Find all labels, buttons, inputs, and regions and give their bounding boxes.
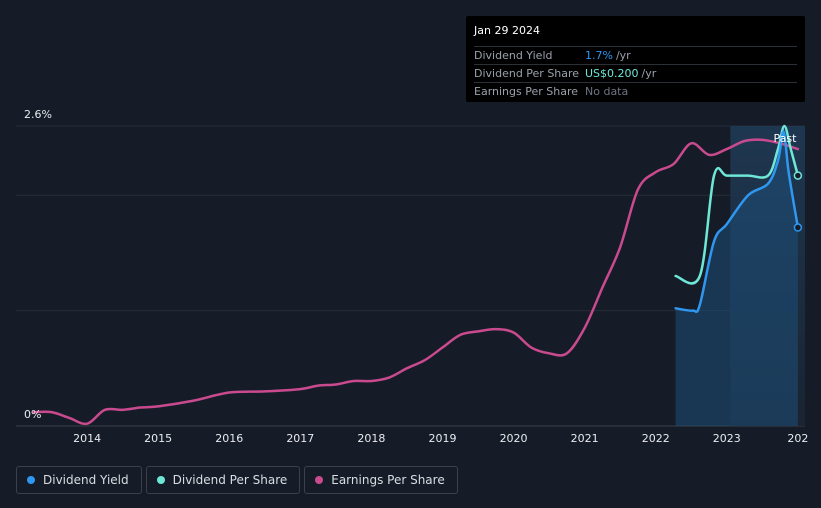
series-line-earnings-per-share (32, 138, 800, 426)
y-tick-label: 0% (24, 408, 41, 421)
tooltip-label: Dividend Yield (474, 49, 553, 62)
x-tick-label: 2020 (500, 432, 528, 445)
tooltip-row-dividend-per-share: Dividend Per Share US$0.200 /yr (474, 64, 797, 82)
legend-label: Dividend Yield (43, 473, 129, 487)
x-tick-label: 2018 (357, 432, 385, 445)
x-tick-label: 2022 (642, 432, 670, 445)
x-tick-label: 2014 (73, 432, 101, 445)
series-line-dividend-per-share (674, 124, 800, 285)
legend-dot-icon (315, 476, 324, 484)
chart-area-layer (675, 126, 805, 427)
tooltip-date: Jan 29 2024 (474, 24, 540, 37)
tooltip-value: US$0.200 (585, 67, 639, 80)
end-marker-dividend-yield (793, 223, 803, 232)
tooltip-row-dividend-yield: Dividend Yield 1.7% /yr (474, 46, 797, 64)
legend-item-dividend-per-share[interactable]: Dividend Per Share (145, 466, 301, 494)
legend-item-dividend-yield[interactable]: Dividend Yield (16, 466, 142, 494)
tooltip-row-earnings-per-share: Earnings Per Share No data (474, 82, 797, 100)
x-tick-label: 2019 (428, 432, 456, 445)
legend-dot-icon (27, 476, 35, 484)
chart-lines-layer (32, 124, 803, 426)
x-tick-label: 202 (787, 432, 808, 445)
end-marker-dividend-per-share (793, 171, 803, 180)
x-tick-label: 2023 (713, 432, 741, 445)
past-label: Past (774, 132, 798, 145)
tooltip-unit: /yr (641, 67, 657, 80)
x-tick-label: 2021 (571, 432, 599, 445)
legend-dot-icon (156, 476, 165, 484)
y-tick-label: 2.6% (24, 108, 52, 121)
legend-label: Dividend Per Share (172, 473, 288, 487)
chart-grid (16, 125, 805, 427)
series-line-dividend-yield (674, 130, 800, 314)
legend-label: Earnings Per Share (331, 473, 445, 487)
tooltip-label: Earnings Per Share (474, 85, 579, 98)
chart-axis-layer: 2.6% 0% 2014 2015 2016 2017 2018 2019 2020 2021 20… (24, 108, 808, 445)
chart-legend: Dividend Yield Dividend Per Share Earnin… (16, 466, 458, 494)
x-tick-label: 2017 (286, 432, 314, 445)
tooltip-unit: /yr (615, 49, 631, 62)
dividend-yield-area (675, 131, 798, 427)
tooltip-value: No data (585, 85, 629, 98)
legend-item-earnings-per-share[interactable]: Earnings Per Share (304, 466, 458, 494)
tooltip-label: Dividend Per Share (474, 67, 580, 80)
tooltip-value: 1.7% (585, 49, 613, 62)
x-tick-label: 2015 (144, 432, 172, 445)
chart-tooltip: Jan 29 2024 Dividend Yield 1.7% /yr Divi… (466, 16, 805, 102)
x-tick-label: 2016 (215, 432, 243, 445)
